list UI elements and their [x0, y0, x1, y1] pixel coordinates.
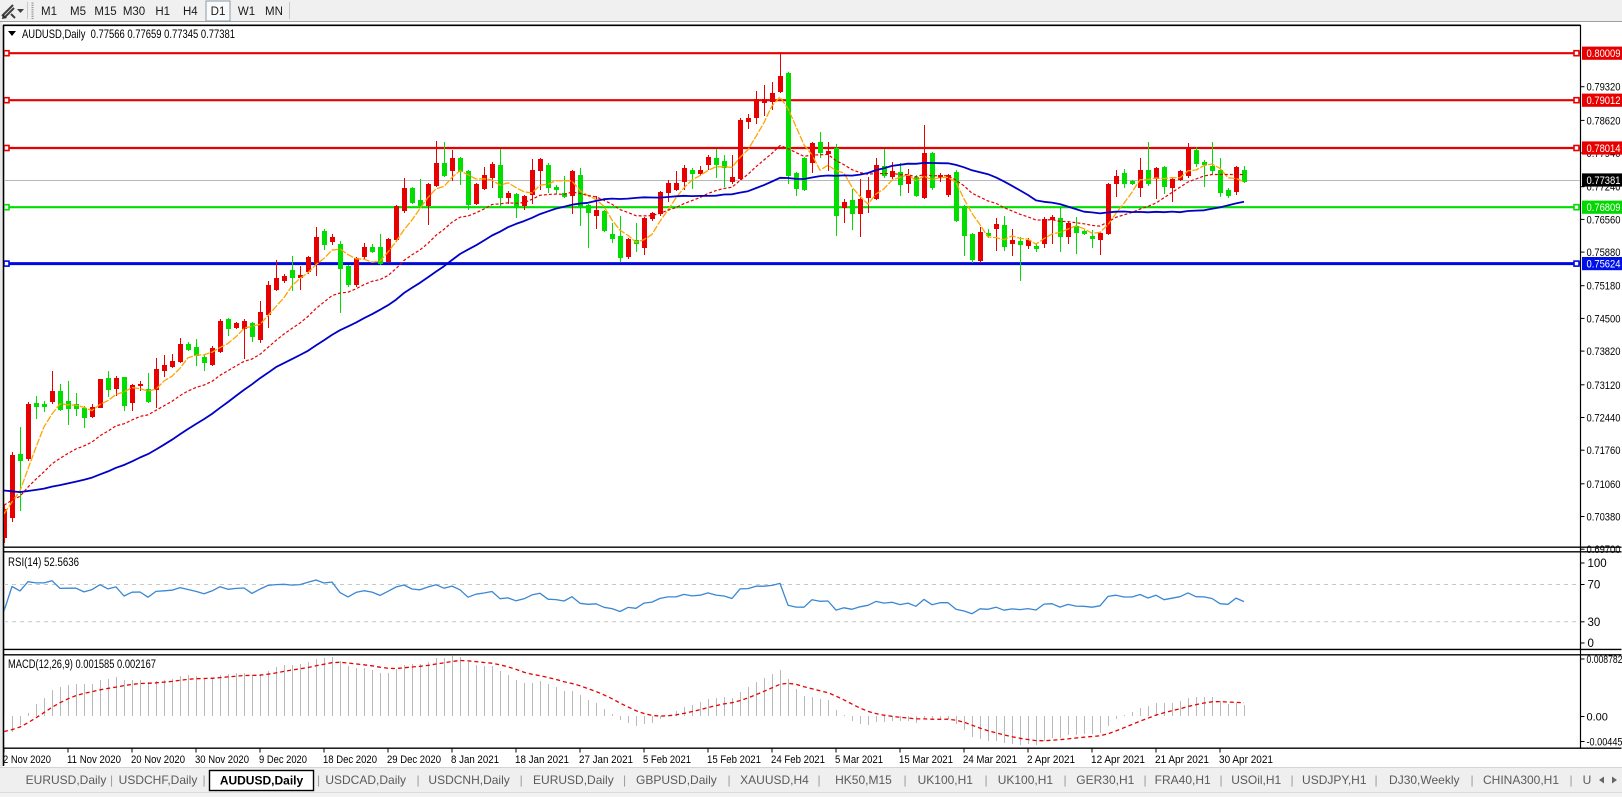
svg-text:|: |	[1470, 773, 1473, 787]
svg-text:EURUSD,Daily: EURUSD,Daily	[533, 773, 614, 787]
svg-text:0.74500: 0.74500	[1587, 313, 1621, 325]
svg-text:USDCAD,Daily: USDCAD,Daily	[325, 773, 406, 787]
svg-text:8 Jan 2021: 8 Jan 2021	[451, 754, 499, 766]
svg-text:AUDUSD,Daily: AUDUSD,Daily	[220, 774, 304, 788]
svg-text:RSI(14) 52.5636: RSI(14) 52.5636	[8, 557, 79, 569]
svg-text:GER30,H1: GER30,H1	[1076, 773, 1134, 787]
svg-text:|: |	[202, 773, 205, 787]
svg-text:HK50,M15: HK50,M15	[835, 773, 892, 787]
svg-text:0.69700: 0.69700	[1587, 544, 1621, 556]
svg-text:M30: M30	[123, 6, 145, 18]
svg-text:|: |	[416, 773, 419, 787]
svg-text:24 Mar 2021: 24 Mar 2021	[963, 754, 1017, 766]
svg-text:M5: M5	[70, 6, 86, 18]
svg-text:27 Jan 2021: 27 Jan 2021	[579, 754, 633, 766]
svg-text:|: |	[1374, 773, 1377, 787]
svg-text:0.008782: 0.008782	[1587, 654, 1622, 666]
svg-text:0.78014: 0.78014	[1587, 143, 1621, 155]
svg-text:|: |	[1219, 773, 1222, 787]
svg-text:0.76560: 0.76560	[1587, 214, 1621, 226]
svg-text:0.75880: 0.75880	[1587, 247, 1621, 259]
svg-text:|: |	[727, 773, 730, 787]
svg-text:GBPUSD,Daily: GBPUSD,Daily	[636, 773, 717, 787]
svg-text:9 Dec 2020: 9 Dec 2020	[259, 754, 307, 766]
svg-text:|: |	[623, 773, 626, 787]
svg-text:0.75624: 0.75624	[1587, 259, 1621, 271]
svg-text:0.71060: 0.71060	[1587, 479, 1621, 491]
svg-text:11 Nov 2020: 11 Nov 2020	[67, 754, 121, 766]
svg-text:12 Apr 2021: 12 Apr 2021	[1091, 754, 1145, 766]
svg-text:-0.00445: -0.00445	[1587, 737, 1622, 749]
svg-text:0.70380: 0.70380	[1587, 512, 1621, 524]
svg-text:U: U	[1583, 773, 1592, 787]
svg-text:0.73120: 0.73120	[1587, 380, 1621, 392]
svg-text:30: 30	[1588, 617, 1601, 629]
svg-text:D1: D1	[211, 6, 226, 18]
svg-text:USDCNH,Daily: USDCNH,Daily	[428, 773, 509, 787]
svg-text:DJ30,Weekly: DJ30,Weekly	[1389, 773, 1459, 787]
svg-text:MACD(12,26,9) 0.001585 0.00216: MACD(12,26,9) 0.001585 0.002167	[8, 659, 156, 671]
svg-text:|: |	[1569, 773, 1572, 787]
svg-text:|: |	[317, 773, 320, 787]
svg-text:M1: M1	[41, 6, 57, 18]
svg-text:|: |	[110, 773, 113, 787]
svg-text:100: 100	[1588, 558, 1607, 570]
svg-text:CHINA300,H1: CHINA300,H1	[1483, 773, 1559, 787]
svg-text:USDCHF,Daily: USDCHF,Daily	[119, 773, 198, 787]
svg-text:2 Apr 2021: 2 Apr 2021	[1027, 754, 1075, 766]
svg-text:29 Dec 2020: 29 Dec 2020	[387, 754, 441, 766]
svg-text:15 Feb 2021: 15 Feb 2021	[707, 754, 761, 766]
svg-text:18 Jan 2021: 18 Jan 2021	[515, 754, 569, 766]
svg-text:5 Mar 2021: 5 Mar 2021	[835, 754, 883, 766]
svg-text:21 Apr 2021: 21 Apr 2021	[1155, 754, 1209, 766]
svg-text:W1: W1	[238, 6, 255, 18]
svg-text:|: |	[903, 773, 906, 787]
svg-text:M15: M15	[94, 6, 116, 18]
svg-text:EURUSD,Daily: EURUSD,Daily	[26, 773, 107, 787]
svg-text:0.79012: 0.79012	[1587, 95, 1621, 107]
svg-text:USOil,H1: USOil,H1	[1231, 773, 1281, 787]
svg-text:0: 0	[1588, 638, 1594, 650]
svg-text:0.72440: 0.72440	[1587, 413, 1621, 425]
svg-text:USDJPY,H1: USDJPY,H1	[1302, 773, 1367, 787]
svg-text:|: |	[520, 773, 523, 787]
svg-text:30 Apr 2021: 30 Apr 2021	[1219, 754, 1273, 766]
svg-text:20 Nov 2020: 20 Nov 2020	[131, 754, 185, 766]
svg-text:UK100,H1: UK100,H1	[998, 773, 1054, 787]
svg-text:MN: MN	[265, 6, 283, 18]
svg-text:UK100,H1: UK100,H1	[918, 773, 974, 787]
svg-text:0.00: 0.00	[1587, 712, 1608, 724]
svg-text:0.77381: 0.77381	[1587, 175, 1621, 187]
svg-text:H4: H4	[183, 6, 198, 18]
svg-text:FRA40,H1: FRA40,H1	[1155, 773, 1211, 787]
svg-text:0.79320: 0.79320	[1587, 82, 1621, 94]
svg-text:|: |	[1063, 773, 1066, 787]
svg-text:0.71760: 0.71760	[1587, 445, 1621, 457]
svg-text:15 Mar 2021: 15 Mar 2021	[899, 754, 953, 766]
svg-text:0.80009: 0.80009	[1587, 48, 1621, 60]
svg-text:0.78620: 0.78620	[1587, 115, 1621, 127]
svg-text:18 Dec 2020: 18 Dec 2020	[323, 754, 377, 766]
svg-text:0.75180: 0.75180	[1587, 281, 1621, 293]
svg-text:5 Feb 2021: 5 Feb 2021	[643, 754, 691, 766]
svg-text:30 Nov 2020: 30 Nov 2020	[195, 754, 249, 766]
svg-text:2 Nov 2020: 2 Nov 2020	[3, 754, 51, 766]
svg-text:H1: H1	[155, 6, 170, 18]
svg-text:XAUUSD,H4: XAUUSD,H4	[740, 773, 809, 787]
svg-text:|: |	[984, 773, 987, 787]
svg-text:|: |	[817, 773, 820, 787]
svg-text:24 Feb 2021: 24 Feb 2021	[771, 754, 825, 766]
svg-text:AUDUSD,Daily 0.77566 0.77659: AUDUSD,Daily 0.77566 0.77659 0.77345 0.7…	[22, 27, 235, 41]
svg-text:70: 70	[1588, 580, 1601, 592]
svg-text:0.73820: 0.73820	[1587, 346, 1621, 358]
svg-text:|: |	[1290, 773, 1293, 787]
svg-text:|: |	[1143, 773, 1146, 787]
svg-text:0.76809: 0.76809	[1587, 202, 1621, 214]
